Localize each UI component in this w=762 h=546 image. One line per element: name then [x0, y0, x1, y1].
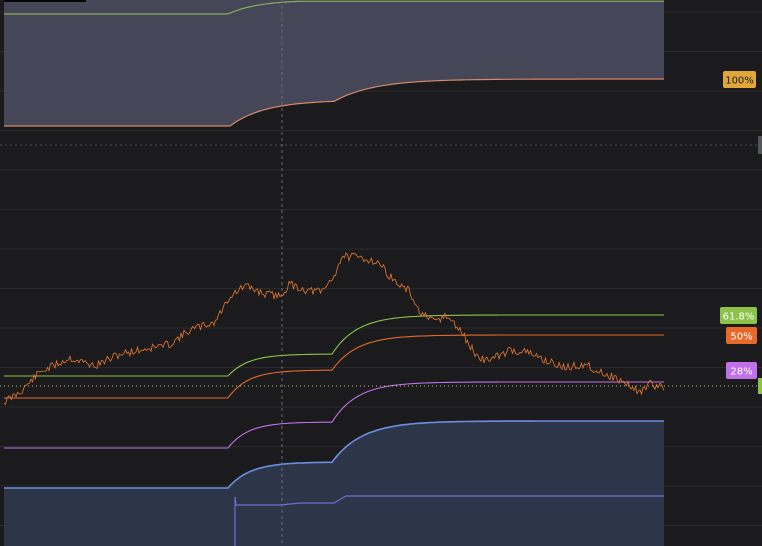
top-band-upper-line — [4, 0, 664, 15]
toolbar-strip — [4, 0, 86, 2]
level-tag-label: 100% — [725, 76, 754, 87]
level-tag-bg — [723, 71, 756, 88]
level-tag-label: 61.8% — [723, 312, 755, 323]
level-tag-bg — [726, 362, 757, 379]
level-28-line — [4, 381, 664, 449]
scale-scroll-handle — [758, 136, 762, 154]
blue-inner-line — [234, 495, 664, 546]
top-band-fill — [4, 0, 664, 126]
blue-band-line — [4, 420, 664, 489]
price-series-line — [3, 252, 665, 405]
current-price-marker — [758, 378, 762, 394]
level-tag-bg — [720, 307, 757, 324]
top-band-lower-line — [4, 78, 664, 127]
level-50-line — [4, 334, 664, 399]
blue-band-fill — [4, 421, 664, 546]
level-tag-label: 28% — [730, 367, 752, 378]
level-tag-bg — [726, 327, 757, 344]
level-tag-label: 50% — [730, 332, 752, 343]
